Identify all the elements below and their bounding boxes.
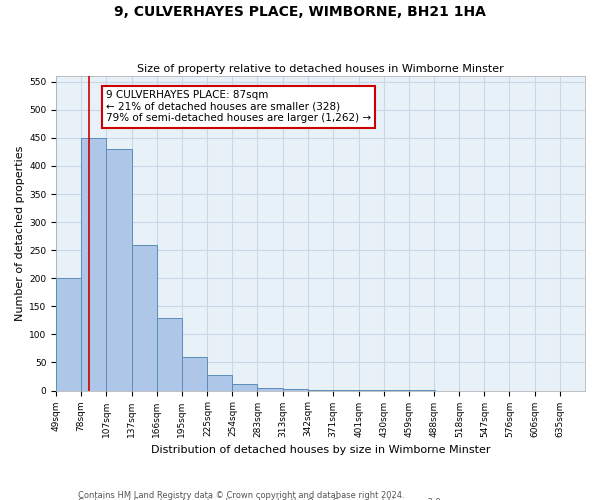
Bar [257, 388, 283, 390]
Text: Contains HM Land Registry data © Crown copyright and database right 2024.: Contains HM Land Registry data © Crown c… [78, 490, 404, 500]
Text: Contains public sector information licensed under the Open Government Licence v3: Contains public sector information licen… [78, 498, 443, 500]
Bar [232, 384, 257, 390]
Bar [208, 375, 232, 390]
X-axis label: Distribution of detached houses by size in Wimborne Minster: Distribution of detached houses by size … [151, 445, 490, 455]
Title: Size of property relative to detached houses in Wimborne Minster: Size of property relative to detached ho… [137, 64, 504, 74]
Y-axis label: Number of detached properties: Number of detached properties [15, 146, 25, 321]
Bar [132, 244, 157, 390]
Bar [81, 138, 106, 390]
Bar [56, 278, 81, 390]
Text: 9, CULVERHAYES PLACE, WIMBORNE, BH21 1HA: 9, CULVERHAYES PLACE, WIMBORNE, BH21 1HA [114, 5, 486, 19]
Bar [157, 318, 182, 390]
Text: 9 CULVERHAYES PLACE: 87sqm
← 21% of detached houses are smaller (328)
79% of sem: 9 CULVERHAYES PLACE: 87sqm ← 21% of deta… [106, 90, 371, 124]
Bar [182, 357, 208, 390]
Bar [106, 149, 132, 390]
